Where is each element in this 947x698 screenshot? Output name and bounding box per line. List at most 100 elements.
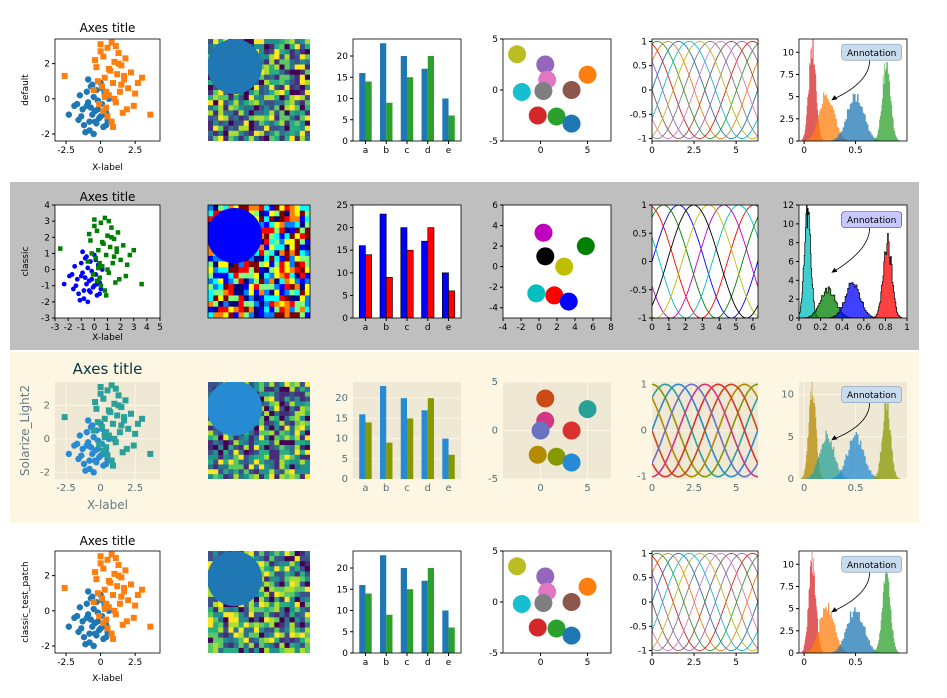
heatmap-cell	[259, 382, 265, 388]
heatmap-cell	[208, 459, 214, 465]
y-tick-label: 5	[342, 628, 348, 638]
scatter-square	[130, 614, 137, 621]
panel-4: 0 5-505	[489, 547, 612, 668]
heatmap-cell	[299, 115, 306, 121]
heatmap-cell	[228, 459, 234, 465]
plot-area	[799, 552, 901, 653]
heatmap-cell	[208, 130, 214, 137]
scatter-square	[97, 560, 104, 567]
heatmap-cell	[269, 566, 275, 572]
heatmap-cell	[279, 435, 285, 441]
scatter-square	[110, 462, 117, 469]
heatmap-cell	[248, 454, 255, 460]
scatter-square	[115, 402, 122, 409]
heatmap-cell	[279, 596, 285, 603]
heatmap-cell	[304, 420, 310, 426]
heatmap-cell	[294, 295, 301, 302]
heatmap-cell	[259, 261, 265, 268]
scatter-square	[94, 419, 101, 426]
heatmap-cell	[294, 627, 301, 633]
heatmap-cell	[223, 474, 229, 479]
x-tick-label: 0	[649, 483, 655, 494]
scatter-square	[105, 432, 112, 439]
heatmap-cell	[269, 445, 275, 451]
heatmap-cell	[208, 425, 214, 431]
heatmap-cell	[238, 449, 244, 456]
heatmap-cell	[284, 267, 290, 274]
heatmap-cell	[294, 301, 301, 307]
y-tick-label: 10	[783, 220, 795, 230]
heatmap-cell	[259, 591, 265, 598]
heatmap-cell	[274, 591, 280, 598]
heatmap-cell	[264, 617, 270, 623]
heatmap-cell	[264, 289, 270, 296]
heatmap-cell	[243, 632, 250, 638]
heatmap-cell	[299, 289, 306, 296]
heatmap-cell	[289, 289, 295, 296]
heatmap-cell	[289, 278, 295, 285]
heatmap-cell	[279, 612, 285, 618]
heatmap-cell	[294, 464, 301, 470]
heatmap-cell	[284, 295, 290, 302]
heatmap-cell	[213, 469, 219, 475]
heatmap-cell	[274, 551, 280, 557]
y-tick-label: -2	[40, 467, 50, 478]
heatmap-cell	[304, 647, 310, 653]
scatter-square	[96, 247, 101, 253]
x-tick-label: 0	[98, 658, 104, 668]
bar	[380, 555, 387, 653]
x-tick-label: d	[425, 658, 431, 668]
scatter-square	[116, 600, 123, 607]
heatmap-cell	[248, 289, 255, 296]
heatmap-cell	[274, 474, 280, 479]
heatmap-cell	[284, 238, 290, 245]
heatmap-cell	[279, 411, 285, 417]
heatmap-cell	[279, 306, 285, 313]
heatmap-cell	[233, 100, 239, 106]
scatter-point	[82, 275, 88, 281]
heatmap-cell	[284, 469, 290, 475]
scatter-point	[65, 111, 73, 118]
heatmap-cell	[264, 39, 270, 45]
scatter-square	[100, 53, 107, 60]
heatmap-cell	[223, 637, 229, 644]
heatmap-cell	[218, 205, 224, 211]
heatmap-cell	[304, 95, 310, 101]
x-tick-label: c	[404, 483, 410, 494]
heatmap-cell	[218, 642, 224, 649]
heatmap-cell	[274, 79, 280, 86]
scatter-square	[97, 260, 102, 266]
x-tick-label: 0.5	[848, 146, 862, 156]
heatmap-cell	[233, 95, 239, 101]
heatmap-cell	[259, 459, 265, 465]
heatmap-cell	[243, 90, 250, 96]
panel-5: 0 1 2 3 4 5 6-1-0.500.51	[629, 201, 759, 333]
heatmap-cell	[289, 566, 295, 572]
heatmap-cell	[208, 474, 214, 479]
y-tick-label: 5	[342, 454, 348, 465]
heatmap-cell	[294, 49, 301, 55]
scatter-square	[115, 50, 122, 57]
heatmap-cell	[274, 401, 280, 407]
heatmap-cell	[299, 105, 306, 111]
heatmap-cell	[213, 459, 219, 465]
heatmap-cell	[223, 612, 229, 618]
heatmap-cell	[299, 637, 306, 644]
scatter-square	[97, 553, 104, 560]
heatmap-cell	[264, 301, 270, 307]
heatmap-cell	[274, 244, 280, 251]
heatmap-cell	[243, 284, 250, 291]
heatmap-cell	[264, 607, 270, 613]
heatmap-cell	[233, 110, 239, 116]
heatmap-cell	[248, 110, 255, 116]
plot-area	[61, 39, 154, 138]
scatter-square	[97, 48, 104, 55]
heatmap-cell	[213, 284, 219, 291]
heatmap-cell	[289, 445, 295, 451]
heatmap-cell	[264, 221, 270, 228]
heatmap-cell	[289, 617, 295, 623]
heatmap-cell	[269, 289, 275, 296]
heatmap-cell	[304, 586, 310, 593]
x-tick-label: e	[445, 483, 451, 494]
x-tick-label: b	[383, 483, 389, 494]
